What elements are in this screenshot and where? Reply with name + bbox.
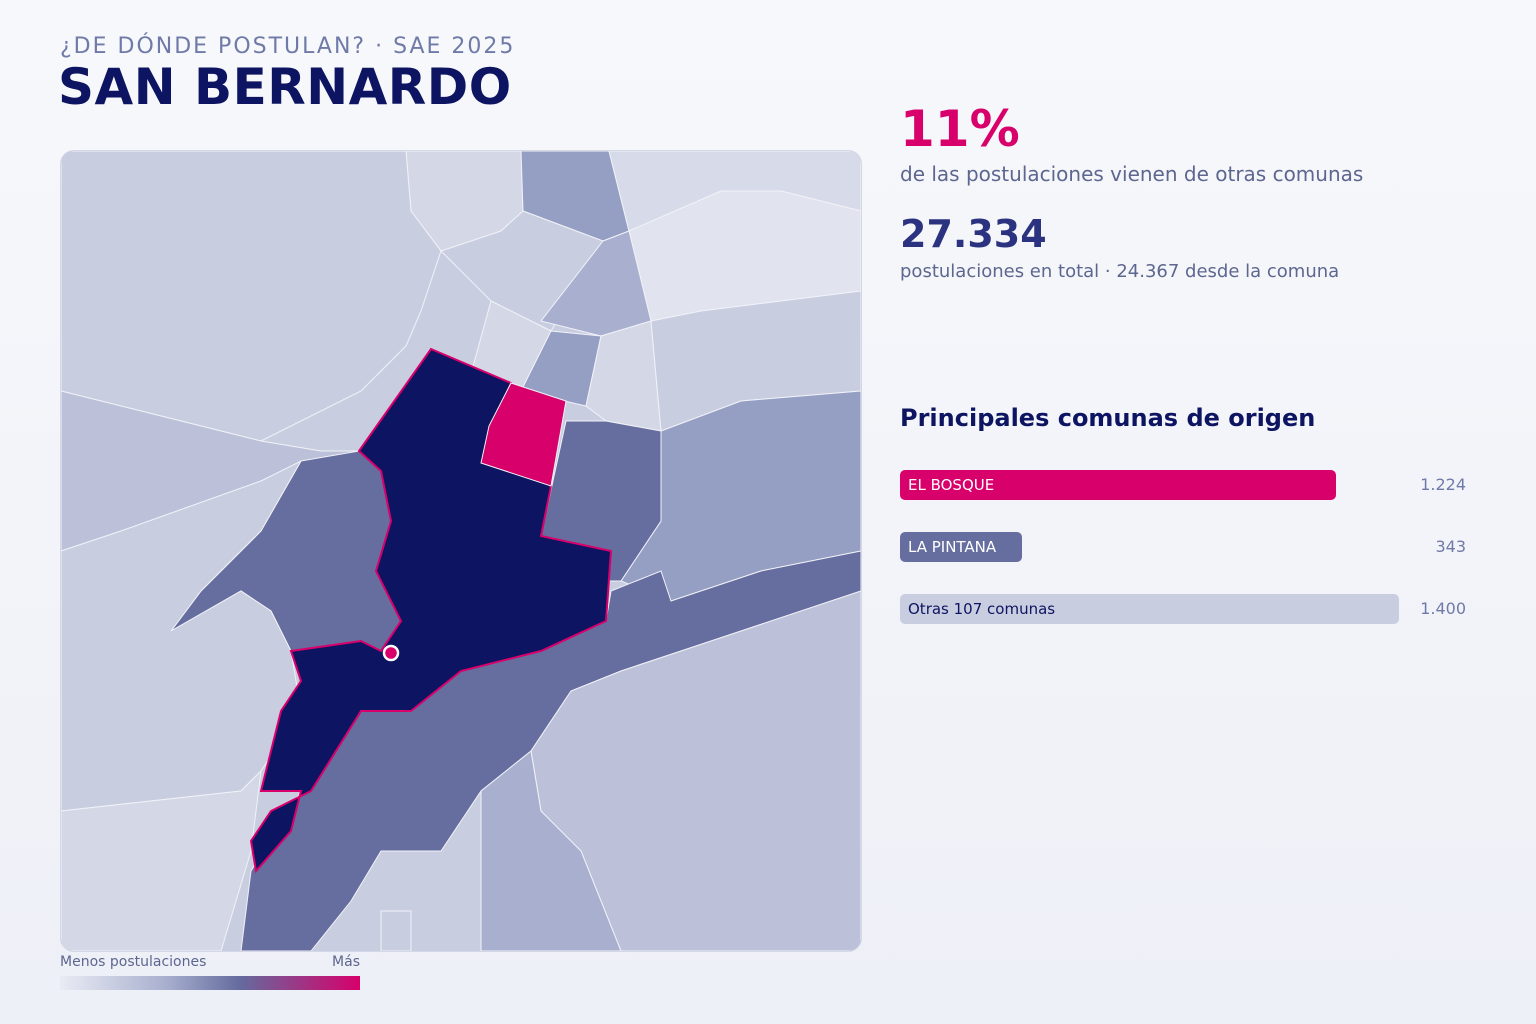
total-label: postulaciones en total · 24.367 desde la… (900, 261, 1340, 282)
comuna-region[interactable] (61, 769, 262, 951)
page-title: SAN BERNARDO (58, 58, 512, 116)
map-svg (61, 151, 861, 951)
origin-bar[interactable]: EL BOSQUE (900, 470, 1336, 500)
origin-bar[interactable]: Otras 107 comunas (900, 594, 1399, 624)
origin-row: Otras 107 comunas 1.400 (900, 594, 1466, 624)
origin-value: 1.224 (1420, 475, 1466, 494)
legend-low-label: Menos postulaciones (60, 954, 207, 970)
page-kicker: ¿DE DÓNDE POSTULAN? · SAE 2025 (60, 34, 516, 59)
origin-value: 343 (1435, 537, 1466, 556)
comuna-region[interactable] (480, 750, 622, 951)
selected-comuna-san-bernardo[interactable] (249, 347, 613, 874)
legend-gradient-bar (60, 976, 360, 990)
origin-row: LA PINTANA 343 (900, 532, 1466, 562)
total-value: 27.334 (900, 212, 1047, 256)
comuna-region[interactable] (380, 910, 412, 951)
origin-value: 1.400 (1420, 599, 1466, 618)
origin-bar[interactable]: LA PINTANA (900, 532, 1022, 562)
choropleth-map (60, 150, 862, 952)
location-marker-icon[interactable] (382, 644, 400, 662)
legend-high-label: Más (332, 954, 360, 970)
comuna-region-el-bosque[interactable] (480, 382, 567, 487)
share-label: de las postulaciones vienen de otras com… (900, 162, 1364, 186)
origins-title: Principales comunas de origen (900, 404, 1316, 432)
share-value: 11% (900, 100, 1020, 158)
origin-row: EL BOSQUE 1.224 (900, 470, 1466, 500)
